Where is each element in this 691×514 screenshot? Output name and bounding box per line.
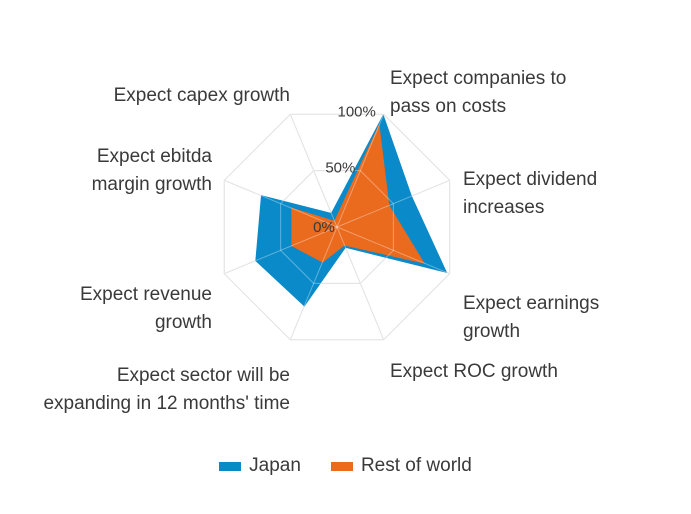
series-area-rest-of-world[interactable] [291,123,425,264]
axis-label: Expect companies to [390,68,566,89]
axis-label: Expect revenue [80,284,212,305]
tick-label: 50% [325,160,355,177]
grid-spoke-overlay [224,226,338,275]
axis-label: margin growth [92,174,212,195]
axis-label: Expect earnings [463,293,599,314]
legend-item-japan[interactable]: Japan [219,455,301,477]
grid-spoke-overlay [289,226,338,340]
legend: Japan Rest of world [0,455,691,477]
radar-series [223,113,451,341]
grid-spoke-overlay [336,226,450,275]
axis-label: pass on costs [390,96,506,117]
axis-label: Expect ROC growth [390,361,558,382]
grid-ring-overlay [280,170,394,284]
axis-label: Expect dividend [463,169,597,190]
axis-label: expanding in 12 months' time [43,393,290,414]
grid-ring-overlay [223,113,451,341]
radial-tick-labels: 0% 50% 100% [313,103,376,236]
axis-label: Expect sector will be [117,365,290,386]
axis-label: growth [155,312,212,333]
grid-spoke-overlay [224,179,338,228]
grid-spoke-overlay [336,226,385,340]
legend-label-japan: Japan [249,455,301,476]
axis-label: Expect capex growth [114,85,290,106]
grid-spoke-overlay [336,114,385,228]
axis-labels: Expect companies to pass on costs Expect d… [43,68,599,414]
grid-spoke-overlay [336,179,450,228]
legend-swatch-japan [219,461,242,471]
grid-spoke-overlay [289,114,338,228]
tick-label: 100% [337,103,375,120]
axis-label: growth [463,321,520,342]
axis-label: Expect ebitda [97,146,213,167]
legend-item-rest-of-world[interactable]: Rest of world [330,455,472,477]
legend-swatch-rest-of-world [330,461,353,471]
legend-label-rest-of-world: Rest of world [360,455,472,476]
tick-label: 0% [313,219,335,236]
grid-spoke [289,114,338,228]
axis-label: increases [463,197,544,218]
